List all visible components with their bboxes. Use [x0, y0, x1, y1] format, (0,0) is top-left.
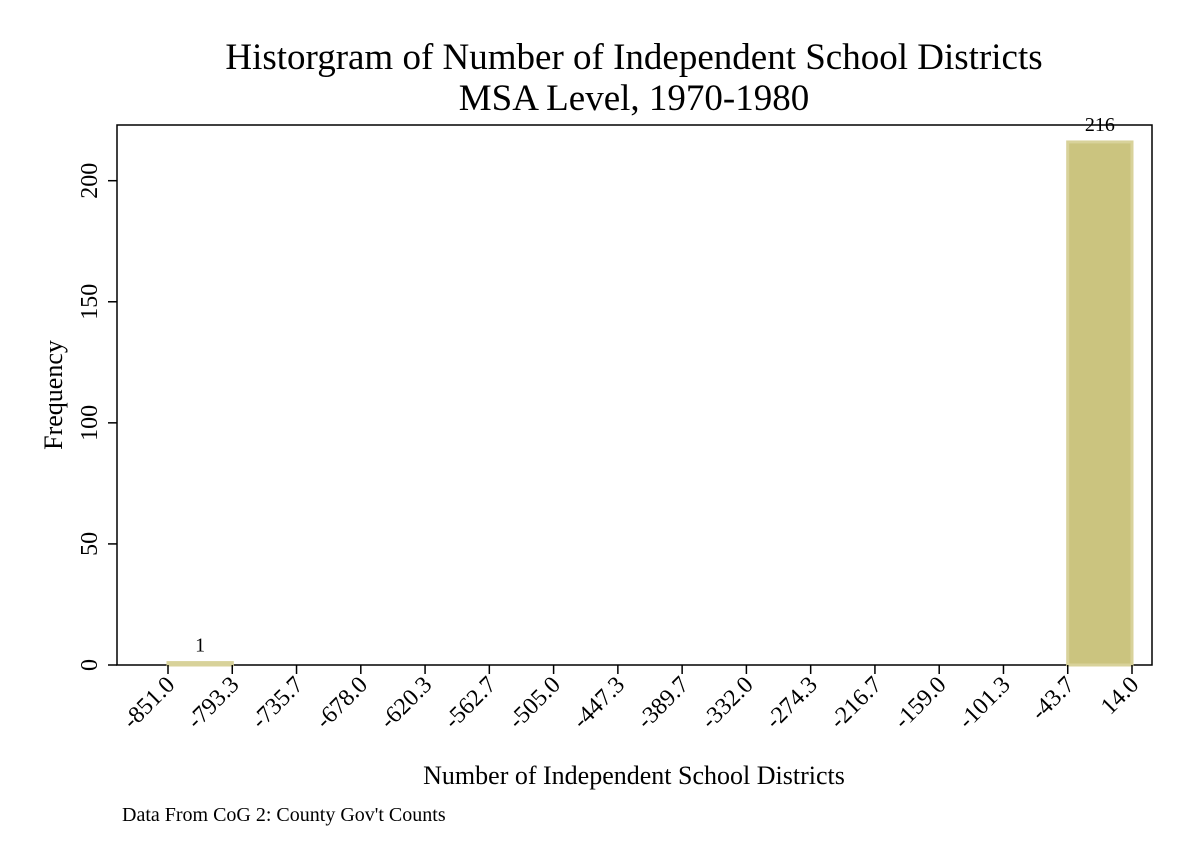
- plot-frame: [116, 124, 1153, 666]
- x-tick-label: -505.0: [504, 672, 566, 734]
- y-axis-title: Frequency: [39, 340, 68, 450]
- chart-title-line-2: MSA Level, 1970-1980: [459, 78, 809, 119]
- x-axis: -851.0 -793.3 -735.7 -678.0 -620.3 -562.7 -505…: [118, 665, 1144, 734]
- x-tick-label: -620.3: [375, 672, 437, 734]
- x-tick-label: -793.3: [182, 672, 244, 734]
- bars-group: 1 216: [166, 114, 1134, 667]
- x-tick-label: -332.0: [696, 672, 758, 734]
- x-tick-label: -159.0: [889, 672, 951, 734]
- x-tick-label: -851.0: [118, 672, 180, 734]
- x-tick-label: -216.7: [825, 672, 887, 734]
- bar-value-label: 1: [195, 635, 205, 657]
- x-tick-label: -274.3: [761, 672, 823, 734]
- histogram-bar: [1066, 140, 1134, 667]
- x-tick-label: 14.0: [1096, 672, 1144, 720]
- chart-title-line-1: Historgram of Number of Independent Scho…: [225, 37, 1042, 78]
- x-tick-label: -678.0: [311, 672, 373, 734]
- y-tick-label: 100: [77, 405, 103, 441]
- histogram-bar: [166, 661, 234, 667]
- x-tick-label: -389.7: [632, 672, 694, 734]
- x-tick-label: -43.7: [1026, 672, 1080, 726]
- x-tick-label: -101.3: [953, 672, 1015, 734]
- y-tick-label: 150: [77, 284, 103, 320]
- x-tick-label: -562.7: [439, 672, 501, 734]
- y-axis: 0 50 100 150 200: [77, 163, 117, 671]
- x-axis-title: Number of Independent School Districts: [423, 761, 845, 790]
- x-tick-label: -447.3: [568, 672, 630, 734]
- data-source-note: Data From CoG 2: County Gov't Counts: [122, 804, 446, 826]
- x-tick-label: -735.7: [247, 672, 309, 734]
- y-tick-label: 200: [77, 163, 103, 199]
- y-tick-label: 0: [77, 659, 103, 671]
- y-tick-label: 50: [77, 532, 103, 556]
- bar-value-label: 216: [1085, 114, 1115, 136]
